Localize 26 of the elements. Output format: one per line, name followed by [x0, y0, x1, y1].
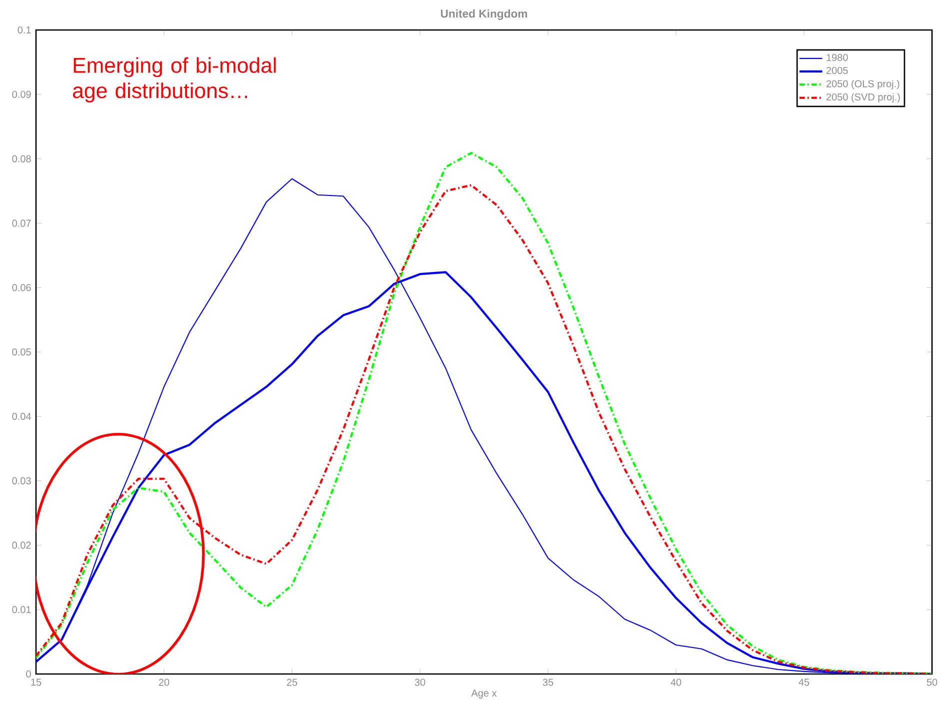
x-tick-label: 50 [926, 678, 938, 686]
x-tick-label: 25 [286, 678, 298, 686]
x-tick-label: 20 [158, 678, 170, 686]
annotation: Emerging of bi-modal age distributions… [72, 57, 276, 102]
chart-title: United Kingdom [440, 9, 528, 20]
y-tick-label: 0.05 [12, 348, 31, 356]
legend-label: 1980 [826, 54, 848, 62]
legend-label: 2050 (OLS proj.) [826, 80, 900, 90]
x-axis-title: Age x [471, 690, 497, 699]
legend-label: 2050 (SVD proj.) [826, 93, 900, 103]
y-tick-label: 0.03 [12, 477, 31, 484]
y-tick-label: 0.08 [12, 155, 31, 162]
y-tick-label: 0.02 [12, 542, 31, 549]
x-tick-label: 30 [414, 678, 426, 686]
y-tick-label: 0.1 [18, 26, 31, 34]
x-tick-label: 40 [670, 678, 682, 686]
x-tick-label: 45 [798, 678, 810, 686]
y-tick-label: 0.04 [12, 412, 31, 420]
y-tick-label: 0.06 [12, 284, 31, 292]
y-tick-label: 0.09 [12, 90, 31, 98]
y-tick-label: 0.01 [12, 606, 31, 614]
legend-label: 2005 [826, 66, 848, 74]
y-tick-label: 0 [26, 670, 31, 678]
x-tick-label: 35 [542, 678, 554, 686]
y-tick-label: 0.07 [12, 220, 31, 227]
x-tick-label: 15 [31, 678, 42, 686]
